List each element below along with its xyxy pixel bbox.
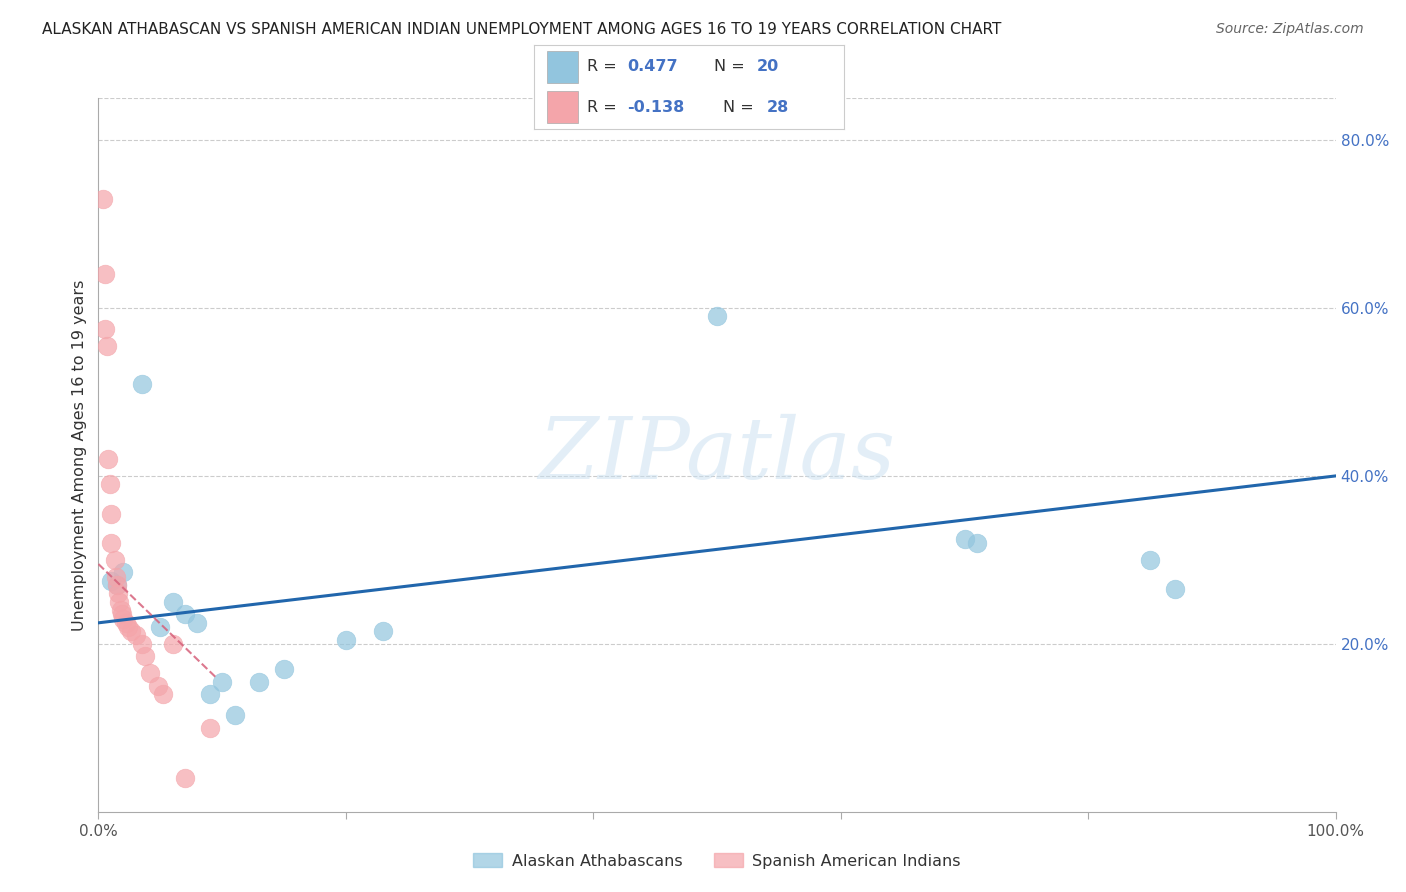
Text: ZIPatlas: ZIPatlas (538, 414, 896, 496)
Point (111, 607, 134, 622)
Point (162, 595, 184, 609)
Point (139, 666, 162, 681)
Point (953, 532, 976, 546)
Point (149, 620, 172, 634)
Point (105, 578, 128, 592)
Point (110, 603, 132, 617)
Point (124, 628, 146, 642)
Text: N =: N = (714, 59, 749, 74)
Point (105, 578, 128, 592)
Point (146, 679, 169, 693)
Point (134, 649, 156, 664)
Point (117, 620, 139, 634)
Point (211, 674, 233, 689)
Point (100, 574, 122, 588)
Text: -0.138: -0.138 (627, 100, 685, 115)
Point (371, 624, 394, 639)
Point (120, 624, 142, 639)
Point (335, 632, 357, 647)
Point (112, 612, 135, 626)
Point (112, 566, 135, 580)
Point (103, 553, 125, 567)
Point (131, 376, 153, 391)
Point (131, 637, 153, 651)
Text: 0.477: 0.477 (627, 59, 678, 74)
Text: N =: N = (723, 100, 759, 115)
Point (1139, 553, 1161, 567)
Point (198, 687, 221, 701)
Point (186, 615, 208, 630)
Point (247, 674, 270, 689)
Point (224, 708, 246, 723)
Text: R =: R = (586, 100, 621, 115)
Text: 28: 28 (766, 100, 789, 115)
Point (152, 687, 174, 701)
Point (104, 569, 127, 583)
Point (98, 477, 121, 491)
Point (1164, 582, 1187, 597)
Point (966, 536, 988, 550)
Point (174, 771, 197, 785)
Point (174, 607, 197, 622)
Point (273, 662, 295, 676)
Text: Source: ZipAtlas.com: Source: ZipAtlas.com (1216, 22, 1364, 37)
Point (97, 452, 120, 467)
Point (706, 310, 728, 324)
Text: R =: R = (586, 59, 621, 74)
FancyBboxPatch shape (547, 51, 578, 83)
Point (114, 615, 136, 630)
FancyBboxPatch shape (547, 91, 578, 123)
Point (93, 192, 115, 206)
Point (162, 637, 184, 651)
Point (96, 339, 118, 353)
Point (100, 507, 122, 521)
Point (93, 268, 115, 282)
Y-axis label: Unemployment Among Ages 16 to 19 years: Unemployment Among Ages 16 to 19 years (72, 279, 87, 631)
Legend: Alaskan Athabascans, Spanish American Indians: Alaskan Athabascans, Spanish American In… (467, 847, 967, 875)
Point (100, 536, 122, 550)
Text: ALASKAN ATHABASCAN VS SPANISH AMERICAN INDIAN UNEMPLOYMENT AMONG AGES 16 TO 19 Y: ALASKAN ATHABASCAN VS SPANISH AMERICAN I… (42, 22, 1001, 37)
Point (108, 595, 131, 609)
Text: 20: 20 (756, 59, 779, 74)
Point (198, 721, 221, 735)
Point (107, 586, 129, 600)
Point (93, 322, 115, 336)
